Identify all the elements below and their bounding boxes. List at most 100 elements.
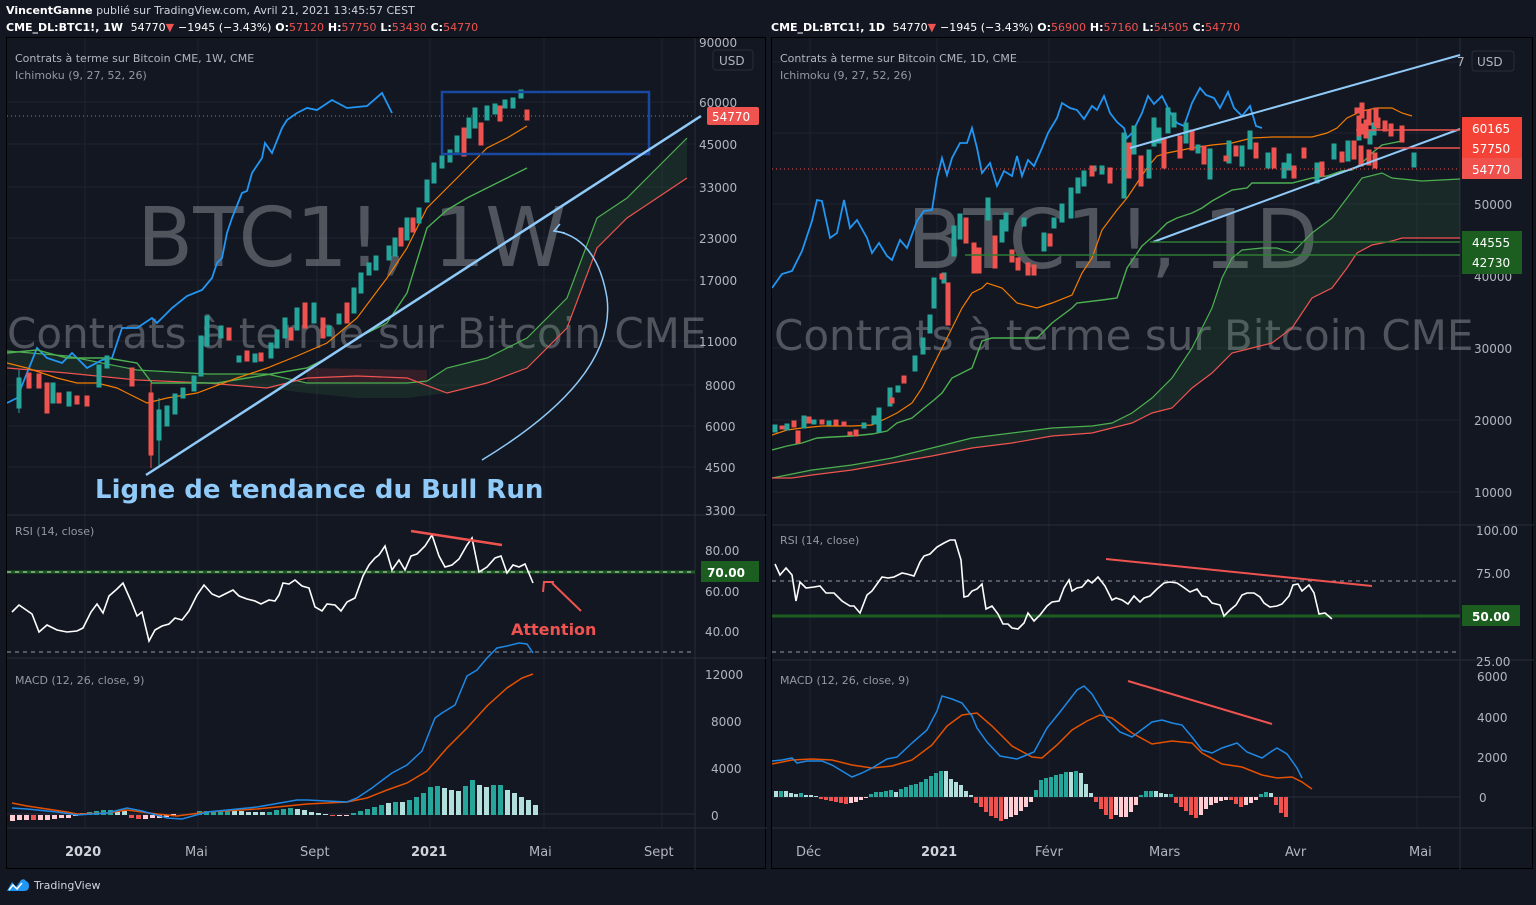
rsi-tick: 80.00 <box>705 544 739 558</box>
left-symbol-ohlc: CME_DL:BTC1!, 1W 54770▼ −1945 (−3.43%) O… <box>6 21 478 34</box>
daily-chart-svg[interactable]: BTC1!, 1D Contrats à terme sur Bitcoin C… <box>772 38 1534 870</box>
macd-tick: 12000 <box>705 668 743 682</box>
bull-run-trendline[interactable] <box>145 114 702 477</box>
price-tick: 6000 <box>705 420 736 434</box>
down-arrow-icon: ▼ <box>927 21 937 34</box>
brand-name: TradingView <box>34 878 101 892</box>
arrowhead-icon <box>542 581 554 593</box>
time-tick: 2020 <box>65 845 101 860</box>
time-axis[interactable]: Déc 2021 Févr Mars Avr Mai <box>796 845 1432 860</box>
watermark-name: Contrats à terme sur Bitcoin CME <box>774 311 1473 360</box>
last-price-tag: 54770 <box>1472 163 1510 177</box>
ichimoku-cloud <box>772 172 1461 479</box>
price-axis[interactable]: 7 USD 50000 40000 30000 20000 10000 6016… <box>1457 50 1522 500</box>
channel-upper-line[interactable] <box>1129 54 1461 149</box>
close-label: C: <box>1192 21 1206 34</box>
rsi-level-tag-text: 50.00 <box>1472 610 1510 624</box>
open-label: O: <box>1037 21 1052 34</box>
macd-tick: 2000 <box>1477 751 1508 765</box>
price-tag-57750: 57750 <box>1472 142 1510 156</box>
attention-arrow[interactable] <box>551 582 582 612</box>
legend-ichimoku[interactable]: Ichimoku (9, 27, 52, 26) <box>780 69 912 82</box>
price-tick: 90000 <box>699 38 737 50</box>
rsi-level-tag <box>701 561 759 582</box>
rsi-tick: 60.00 <box>705 585 739 599</box>
tradingview-branding[interactable]: TradingView <box>6 878 100 892</box>
macd-line <box>772 685 1303 779</box>
rsi-legend[interactable]: RSI (14, close) <box>15 525 95 538</box>
rsi-tick: 25.00 <box>1476 655 1510 669</box>
right-change: −1945 (−3.43%) <box>939 21 1034 34</box>
macd-tick: 4000 <box>711 762 742 776</box>
left-last-price: 54770 <box>130 21 166 34</box>
rsi-line <box>774 539 1333 630</box>
macd-pane[interactable]: 6000 4000 2000 0 <box>772 670 1508 821</box>
support-tags-bg <box>1462 231 1522 274</box>
left-change: −1945 (−3.43%) <box>177 21 272 34</box>
legend-title: Contrats à terme sur Bitcoin CME, 1D, CM… <box>780 52 1017 65</box>
macd-legend[interactable]: MACD (12, 26, close, 9) <box>780 674 910 687</box>
rsi-divergence-line[interactable] <box>410 529 503 547</box>
macd-histogram <box>10 780 538 821</box>
left-low: 53430 <box>391 21 427 34</box>
left-symbol: CME_DL:BTC1!, 1W <box>6 21 123 34</box>
rsi-tick: 40.00 <box>705 625 739 639</box>
daily-chart-panel[interactable]: BTC1!, 1D Contrats à terme sur Bitcoin C… <box>771 37 1534 870</box>
price-tick: 11000 <box>699 335 737 349</box>
time-axis[interactable]: 2020 Mai Sept 2021 Mai Sept <box>65 845 674 860</box>
publish-info: VincentGanne publié sur TradingView.com,… <box>6 4 415 17</box>
macd-tick: 8000 <box>711 715 742 729</box>
publish-text: publié sur TradingView.com, Avril 21, 20… <box>92 4 415 17</box>
price-tick: 33000 <box>699 181 737 195</box>
weekly-chart-panel[interactable]: BTC1!, 1W Contrats à terme sur Bitcoin C… <box>6 37 767 870</box>
highlight-box-annotation[interactable] <box>440 90 651 156</box>
low-label: L: <box>380 21 392 34</box>
chikou-span-line <box>7 91 393 404</box>
trendline-annotation-text[interactable]: Ligne de tendance du Bull Run <box>95 475 543 505</box>
left-close: 54770 <box>443 21 479 34</box>
tradingview-logo-icon <box>7 879 29 891</box>
daily-legend: Contrats à terme sur Bitcoin CME, 1D, CM… <box>780 50 1017 84</box>
left-open: 57120 <box>289 21 325 34</box>
price-axis[interactable]: USD 90000 60000 45000 33000 23000 17000 … <box>699 38 759 518</box>
legend-ichimoku[interactable]: Ichimoku (9, 27, 52, 26) <box>15 69 147 82</box>
rsi-divergence-line[interactable] <box>1105 558 1373 587</box>
macd-line <box>11 642 534 820</box>
currency-label-box <box>1471 50 1515 72</box>
rsi-level-tag-text: 70.00 <box>707 566 745 580</box>
right-symbol: CME_DL:BTC1!, 1D <box>771 21 885 34</box>
macd-divergence-line[interactable] <box>1127 680 1273 725</box>
price-tick: 8000 <box>705 379 736 393</box>
left-high: 57750 <box>341 21 377 34</box>
rsi-pane[interactable]: 100.00 75.00 25.00 50.00 <box>772 524 1520 669</box>
weekly-chart-svg[interactable]: BTC1!, 1W Contrats à terme sur Bitcoin C… <box>7 38 767 870</box>
price-tick: 3300 <box>705 504 736 518</box>
price-tag-42730: 42730 <box>1472 256 1510 270</box>
right-low: 54505 <box>1153 21 1189 34</box>
price-tag-60165: 60165 <box>1472 122 1510 136</box>
weekly-legend: Contrats à terme sur Bitcoin CME, 1W, CM… <box>15 50 254 84</box>
time-tick: Mai <box>1409 845 1432 860</box>
time-tick: Mai <box>185 845 208 860</box>
macd-pane[interactable]: 12000 8000 4000 0 <box>7 642 743 823</box>
tenkan-sen-line <box>772 107 1413 436</box>
curved-arrow-annotation[interactable] <box>481 230 609 461</box>
currency-label: USD <box>1477 55 1503 69</box>
attention-annotation[interactable]: Attention <box>511 620 596 639</box>
time-tick: Sept <box>300 845 330 860</box>
time-tick: Sept <box>644 845 674 860</box>
weekly-candles <box>16 89 530 468</box>
rsi-pane[interactable]: Attention 80.00 60.00 40.00 70.00 <box>7 529 759 653</box>
last-price-tag-text: 54770 <box>712 110 750 124</box>
right-open: 56900 <box>1051 21 1087 34</box>
price-tick: 60000 <box>699 96 737 110</box>
watermark-name: Contrats à terme sur Bitcoin CME <box>7 309 706 358</box>
rsi-level-tag <box>1462 605 1520 626</box>
time-tick: 2021 <box>921 845 957 860</box>
macd-legend[interactable]: MACD (12, 26, close, 9) <box>15 674 145 687</box>
time-tick: Avr <box>1285 845 1307 860</box>
rsi-legend[interactable]: RSI (14, close) <box>780 534 860 547</box>
right-symbol-ohlc: CME_DL:BTC1!, 1D 54770▼ −1945 (−3.43%) O… <box>771 21 1240 34</box>
chikou-span-line <box>772 86 1263 289</box>
close-label: C: <box>430 21 444 34</box>
